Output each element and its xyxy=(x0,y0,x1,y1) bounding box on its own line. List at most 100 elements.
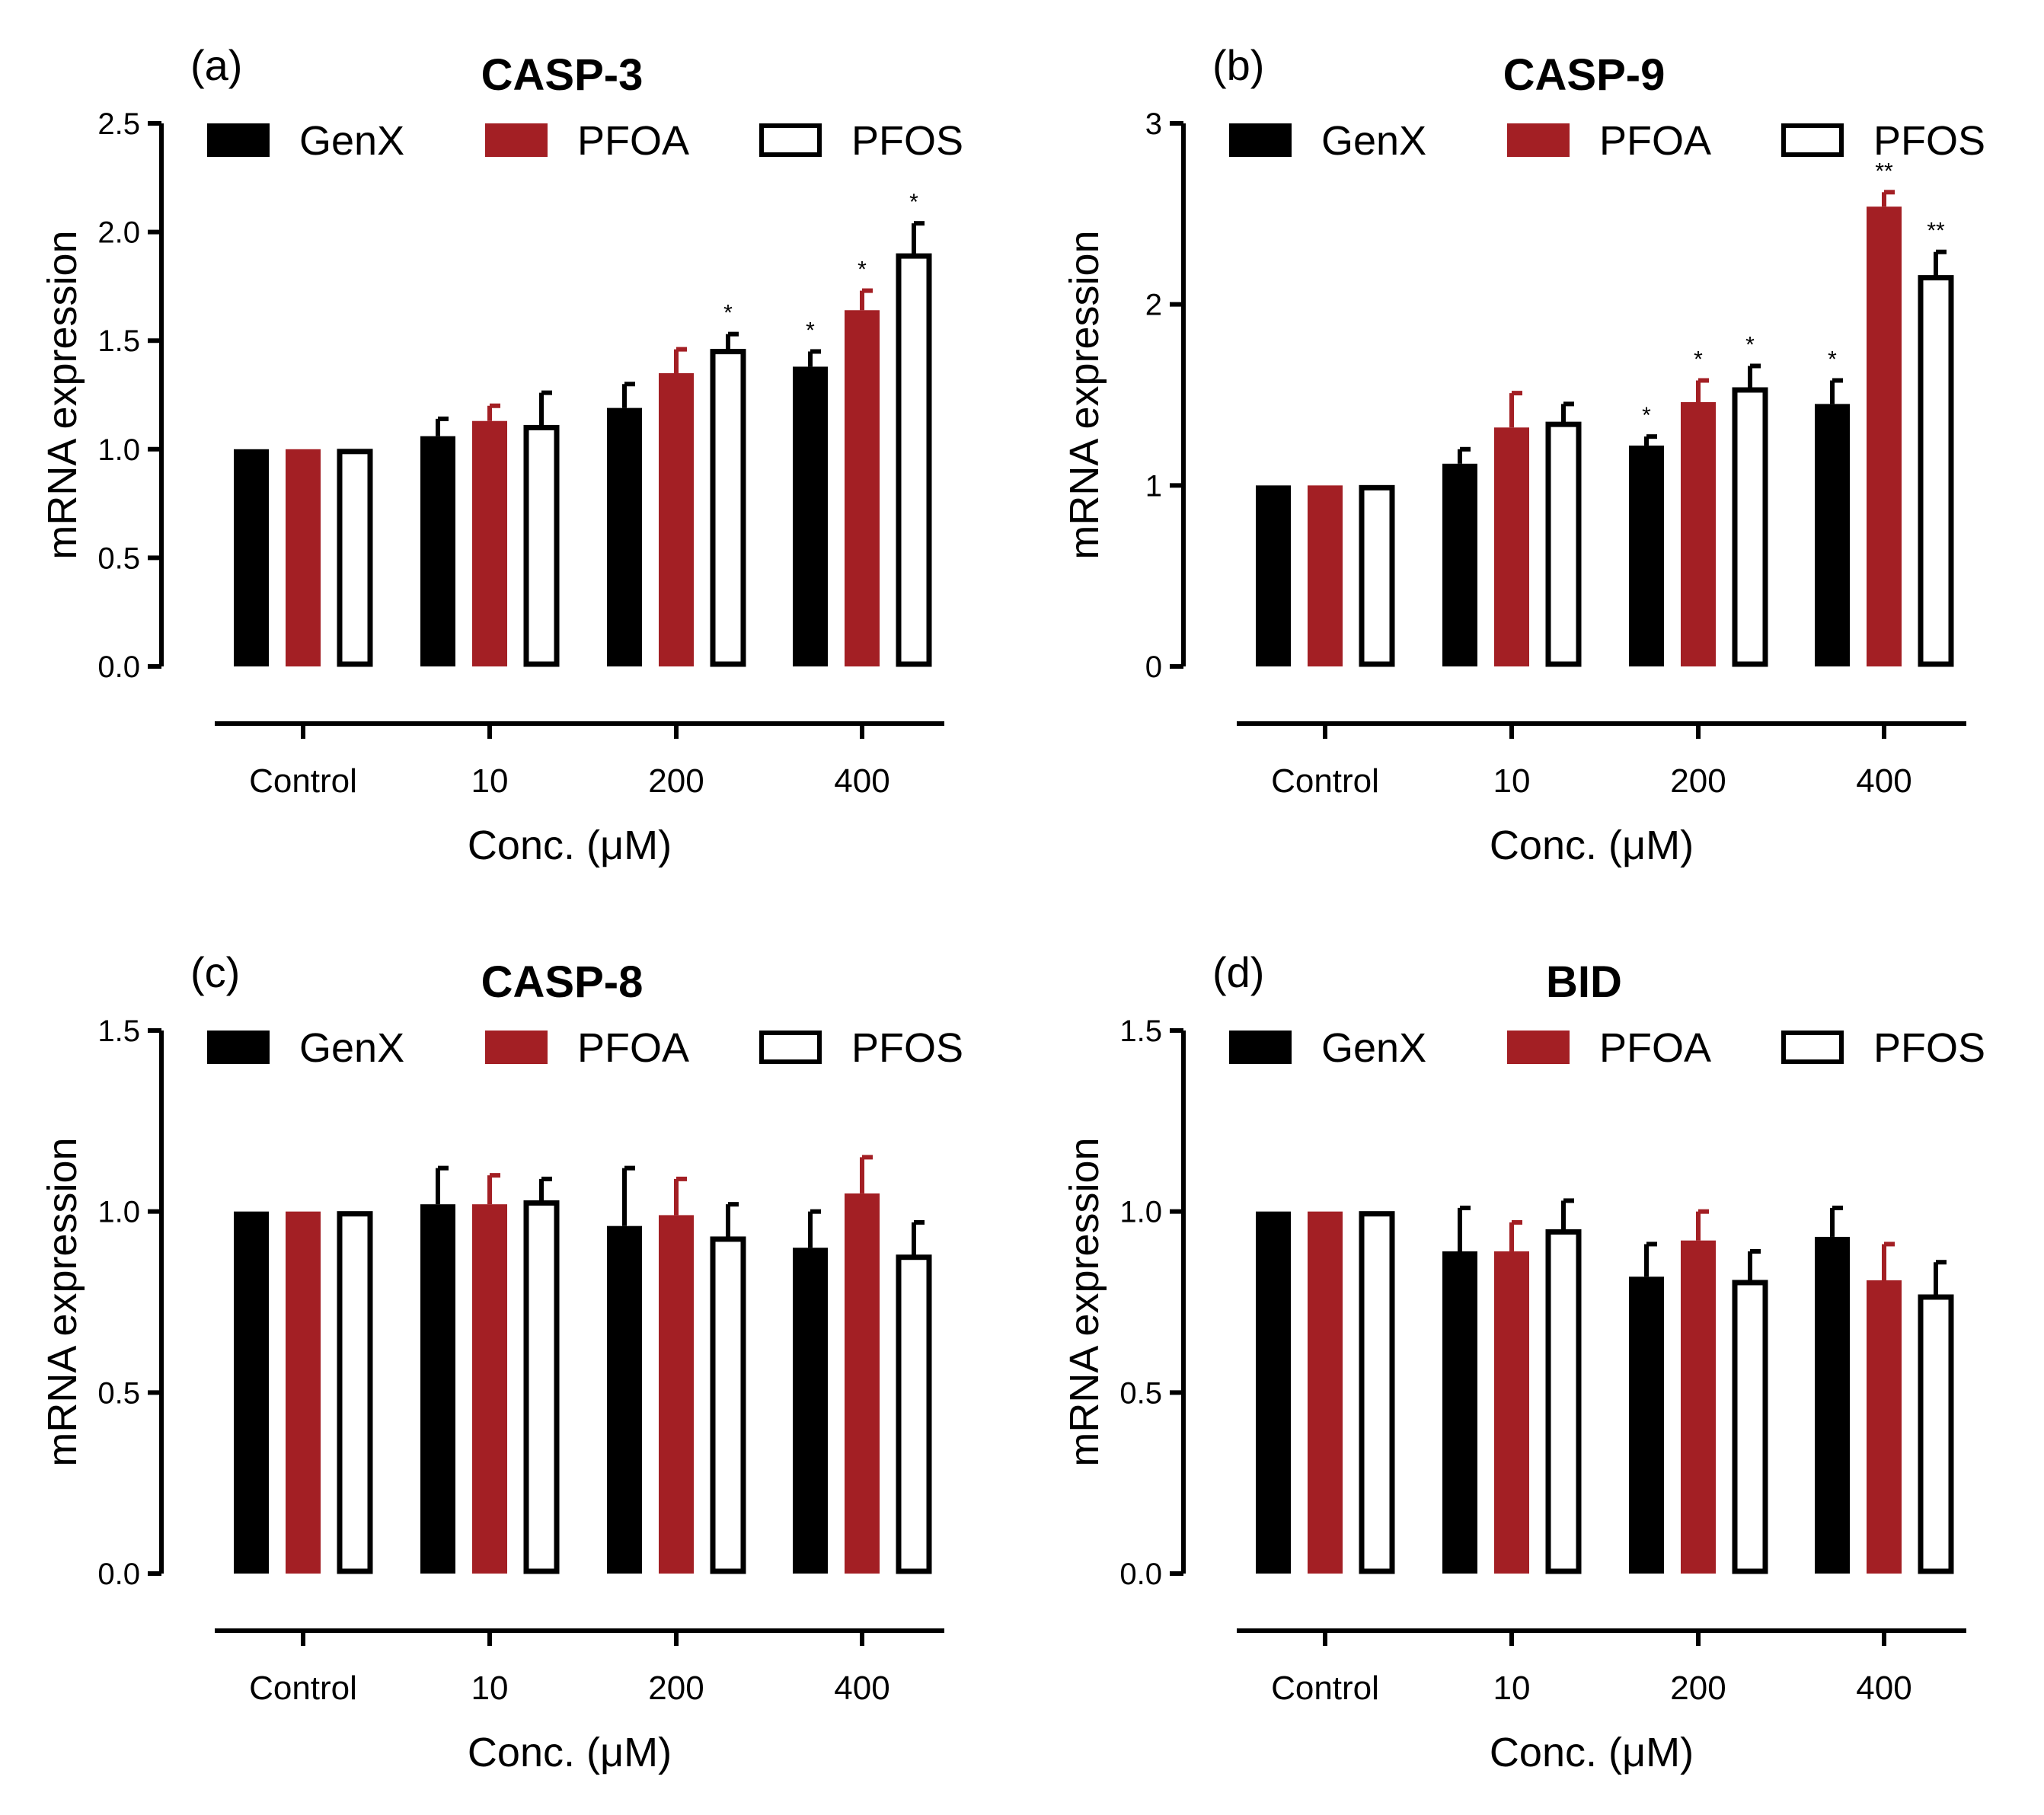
legend-label-genx: GenX xyxy=(299,118,404,164)
bar-genx-200 xyxy=(1629,446,1664,666)
bar-pfoa-10 xyxy=(472,420,507,666)
y-tick-label: 3 xyxy=(1145,107,1162,141)
y-axis-label: mRNA expression xyxy=(1062,1137,1107,1466)
bar-genx-200 xyxy=(1629,1277,1664,1574)
bar-genx-10 xyxy=(1442,1251,1477,1574)
x-tick-label-200: 200 xyxy=(648,762,704,800)
y-axis-label: mRNA expression xyxy=(40,230,85,559)
legend-swatch-genx xyxy=(207,123,270,157)
y-tick-label: 2 xyxy=(1145,289,1162,322)
x-tick-label-400: 400 xyxy=(834,1670,889,1707)
bar-pfos-10 xyxy=(1545,421,1582,667)
significance-mark: * xyxy=(806,318,815,343)
bar-genx-10 xyxy=(420,1204,455,1574)
legend-label-pfoa: PFOA xyxy=(577,1025,689,1071)
chart-title: CASP-8 xyxy=(481,957,644,1007)
bar-genx-control xyxy=(234,1211,269,1574)
bar-pfos-200 xyxy=(710,349,746,667)
chart-title: CASP-9 xyxy=(1503,50,1666,100)
bar-pfos-400 xyxy=(896,1254,932,1574)
bar-genx-10 xyxy=(1442,463,1477,666)
y-tick-label: 0.0 xyxy=(97,1558,140,1591)
bar-pfoa-control xyxy=(1308,1211,1343,1574)
bar-genx-200 xyxy=(607,1225,642,1574)
y-tick-label: 1 xyxy=(1145,469,1162,503)
bar-pfoa-control xyxy=(286,449,321,666)
y-tick-label: 2.0 xyxy=(97,216,140,250)
legend-label-pfos: PFOS xyxy=(851,1025,963,1071)
bar-pfoa-400 xyxy=(845,310,880,666)
legend-label-genx: GenX xyxy=(299,1025,404,1071)
legend-label-pfos: PFOS xyxy=(1873,1025,1985,1071)
chart-title: CASP-3 xyxy=(481,50,644,100)
legend-label-pfoa: PFOA xyxy=(1599,1025,1711,1071)
bar-pfos-10 xyxy=(523,424,560,667)
panel-label: (a) xyxy=(190,41,242,89)
significance-mark: * xyxy=(1642,403,1651,428)
legend-swatch-pfoa xyxy=(1507,123,1570,157)
y-tick-label: 0.0 xyxy=(1119,1558,1162,1591)
y-tick-label: 0 xyxy=(1145,650,1162,684)
x-axis-label: Conc. (μM) xyxy=(1490,823,1694,868)
chart-panel-casp-8: (c) CASP-8 GenX PFOA PFOS 0.0 0.5 1.0 1.5 mRNA ex… xyxy=(0,907,1022,1814)
bar-pfos-control xyxy=(1359,484,1395,667)
legend-label-pfos: PFOS xyxy=(851,118,963,164)
bar-pfos-10 xyxy=(523,1200,560,1574)
bar-pfoa-control xyxy=(1308,485,1343,666)
significance-mark: * xyxy=(1828,347,1837,372)
legend-swatch-pfoa xyxy=(485,1031,548,1064)
chart-panel-casp-9: (b) CASP-9 GenX PFOA PFOS 0 1 2 3 mRNA expression… xyxy=(1022,0,2044,907)
significance-mark: ** xyxy=(1927,219,1945,244)
x-tick-label-control: Control xyxy=(1271,1670,1379,1707)
panel-label: (c) xyxy=(190,948,240,996)
panel-label: (b) xyxy=(1212,41,1264,89)
legend-swatch-genx xyxy=(1229,1031,1292,1064)
panel-label: (d) xyxy=(1212,948,1264,996)
x-tick-label-200: 200 xyxy=(648,1670,704,1707)
bar-pfoa-10 xyxy=(1494,427,1529,666)
significance-mark: * xyxy=(858,257,867,283)
legend-label-genx: GenX xyxy=(1321,118,1426,164)
bar-genx-10 xyxy=(420,436,455,666)
chart-svg: (a) CASP-3 GenX PFOA PFOS 0.0 0.5 1.0 1.5 2.0 2.5 m… xyxy=(40,41,963,868)
significance-mark: * xyxy=(723,301,733,326)
y-tick-label: 0.0 xyxy=(97,650,140,684)
bar-genx-control xyxy=(1256,1211,1291,1574)
bar-genx-200 xyxy=(607,407,642,666)
bar-pfos-200 xyxy=(1732,1280,1768,1574)
bar-pfos-400 xyxy=(1918,1294,1954,1574)
x-tick-label-10: 10 xyxy=(471,1670,509,1707)
x-tick-label-control: Control xyxy=(249,1670,357,1707)
bar-pfoa-10 xyxy=(1494,1251,1529,1574)
legend-label-pfos: PFOS xyxy=(1873,118,1985,164)
y-axis-label: mRNA expression xyxy=(1062,230,1107,559)
bar-pfos-control xyxy=(337,1211,373,1574)
bar-pfoa-400 xyxy=(1867,206,1902,666)
x-tick-label-400: 400 xyxy=(1856,1670,1911,1707)
x-tick-label-400: 400 xyxy=(834,762,889,800)
x-tick-label-control: Control xyxy=(1271,762,1379,800)
bar-pfoa-400 xyxy=(845,1193,880,1574)
y-tick-label: 1.0 xyxy=(97,433,140,467)
y-tick-label: 2.5 xyxy=(97,107,140,141)
legend-swatch-pfoa xyxy=(485,123,548,157)
bar-pfoa-200 xyxy=(659,1215,694,1574)
bar-pfoa-200 xyxy=(1681,402,1716,666)
x-tick-label-200: 200 xyxy=(1670,762,1726,800)
chart-panel-bid: (d) BID GenX PFOA PFOS 0.0 0.5 1.0 1.5 mRNA expre… xyxy=(1022,907,2044,1814)
bar-pfos-10 xyxy=(1545,1229,1582,1574)
bar-pfoa-200 xyxy=(659,372,694,666)
bar-pfos-control xyxy=(337,449,373,667)
y-tick-label: 1.0 xyxy=(1119,1196,1162,1229)
bar-pfoa-200 xyxy=(1681,1240,1716,1574)
bar-pfoa-400 xyxy=(1867,1280,1902,1574)
chart-svg: (b) CASP-9 GenX PFOA PFOS 0 1 2 3 mRNA expression… xyxy=(1062,41,1985,868)
y-tick-label: 0.5 xyxy=(1119,1376,1162,1410)
bar-pfoa-10 xyxy=(472,1204,507,1574)
y-tick-label: 0.5 xyxy=(97,542,140,575)
bar-genx-400 xyxy=(1815,404,1850,666)
y-tick-label: 1.0 xyxy=(97,1196,140,1229)
bar-pfos-400 xyxy=(1918,275,1954,667)
bar-pfos-400 xyxy=(896,253,932,667)
x-axis-label: Conc. (μM) xyxy=(468,823,672,868)
